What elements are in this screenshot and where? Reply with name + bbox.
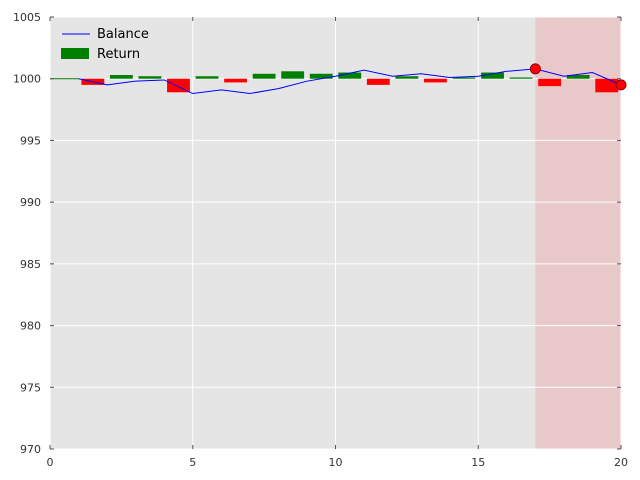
return-bar [366, 78, 390, 85]
y-tick-label: 1000 [13, 73, 41, 86]
y-tick-label: 985 [20, 258, 41, 271]
return-bar [281, 71, 305, 79]
y-tick-label: 975 [20, 381, 41, 394]
trade-marker [615, 79, 627, 91]
return-bar [452, 77, 476, 79]
x-tick-label: 5 [189, 456, 196, 469]
return-bar [224, 78, 247, 83]
return-bar [509, 77, 533, 79]
return-bar [309, 73, 333, 79]
x-tick-label: 10 [329, 456, 343, 469]
return-bar [424, 78, 447, 83]
trade-marker [529, 63, 541, 75]
legend-return-swatch [61, 48, 89, 59]
y-tick-label: 990 [20, 196, 41, 209]
legend-return-label: Return [97, 47, 140, 62]
legend: Balance Return [61, 27, 149, 62]
return-bar [167, 78, 190, 93]
y-tick-label: 1005 [13, 11, 41, 24]
x-axis-ticks: 0 5 10 15 20 [47, 17, 628, 469]
return-bar [338, 72, 362, 79]
return-bar [138, 76, 162, 79]
x-tick-label: 15 [471, 456, 485, 469]
return-bar [481, 72, 504, 79]
y-tick-label: 980 [20, 320, 41, 333]
y-axis-ticks: 970 975 980 985 990 995 1000 1005 [13, 11, 621, 456]
y-tick-label: 970 [20, 443, 41, 456]
x-tick-label: 20 [614, 456, 628, 469]
y-tick-label: 995 [20, 134, 41, 147]
return-bar [252, 73, 276, 79]
return-bar [595, 78, 619, 93]
return-bar [395, 76, 419, 79]
return-bar [538, 78, 562, 87]
return-bar [109, 75, 133, 79]
return-bar [195, 76, 219, 79]
return-bar [566, 75, 590, 79]
legend-balance-label: Balance [97, 27, 149, 42]
x-tick-label: 0 [47, 456, 54, 469]
markers [529, 63, 627, 91]
